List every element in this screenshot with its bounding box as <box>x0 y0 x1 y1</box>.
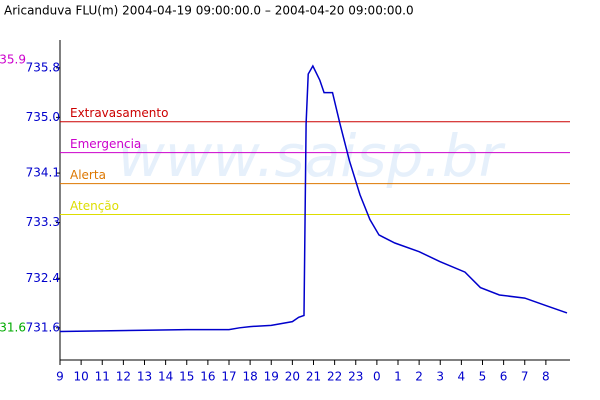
threshold-label: Atenção <box>70 199 119 213</box>
y-tick-label: 731.6 <box>26 320 60 334</box>
x-tick-label: 21 <box>306 370 321 384</box>
chart-title: Aricanduva FLU(m) 2004-04-19 09:00:00.0 … <box>4 4 414 18</box>
x-tick-label: 23 <box>348 370 363 384</box>
y-tick-label: 732.4 <box>26 271 60 285</box>
x-tick-label: 5 <box>479 370 487 384</box>
x-tick-label: 15 <box>179 370 194 384</box>
x-tick-label: 20 <box>285 370 300 384</box>
x-tick-label: 13 <box>137 370 152 384</box>
x-tick-label: 0 <box>373 370 381 384</box>
max-label: 35.9 <box>0 52 26 66</box>
x-tick-label: 6 <box>500 370 508 384</box>
y-tick-label: 735.8 <box>26 60 60 74</box>
x-tick-label: 11 <box>95 370 110 384</box>
threshold-label: Extravasamento <box>70 106 168 120</box>
x-tick-label: 17 <box>221 370 236 384</box>
x-tick-label: 10 <box>73 370 88 384</box>
x-tick-label: 14 <box>158 370 173 384</box>
x-tick-label: 16 <box>200 370 215 384</box>
x-tick-label: 8 <box>542 370 550 384</box>
x-tick-label: 3 <box>436 370 444 384</box>
x-tick-label: 2 <box>415 370 423 384</box>
y-tick-label: 735.0 <box>26 110 60 124</box>
threshold-label: Alerta <box>70 168 106 182</box>
data-line <box>59 64 568 333</box>
x-tick-label: 22 <box>327 370 342 384</box>
threshold-label: Emergencia <box>70 137 141 151</box>
x-tick-label: 9 <box>56 370 64 384</box>
x-tick-label: 12 <box>116 370 131 384</box>
y-tick-label: 734.1 <box>26 166 60 180</box>
x-tick-label: 1 <box>394 370 402 384</box>
x-tick-label: 7 <box>521 370 529 384</box>
min-label: 31.6 <box>0 320 26 334</box>
x-tick-label: 18 <box>242 370 257 384</box>
watermark: www.saisp.br <box>117 122 505 190</box>
x-tick-label: 4 <box>458 370 466 384</box>
x-tick-label: 19 <box>264 370 279 384</box>
y-tick-label: 733.3 <box>26 215 60 229</box>
